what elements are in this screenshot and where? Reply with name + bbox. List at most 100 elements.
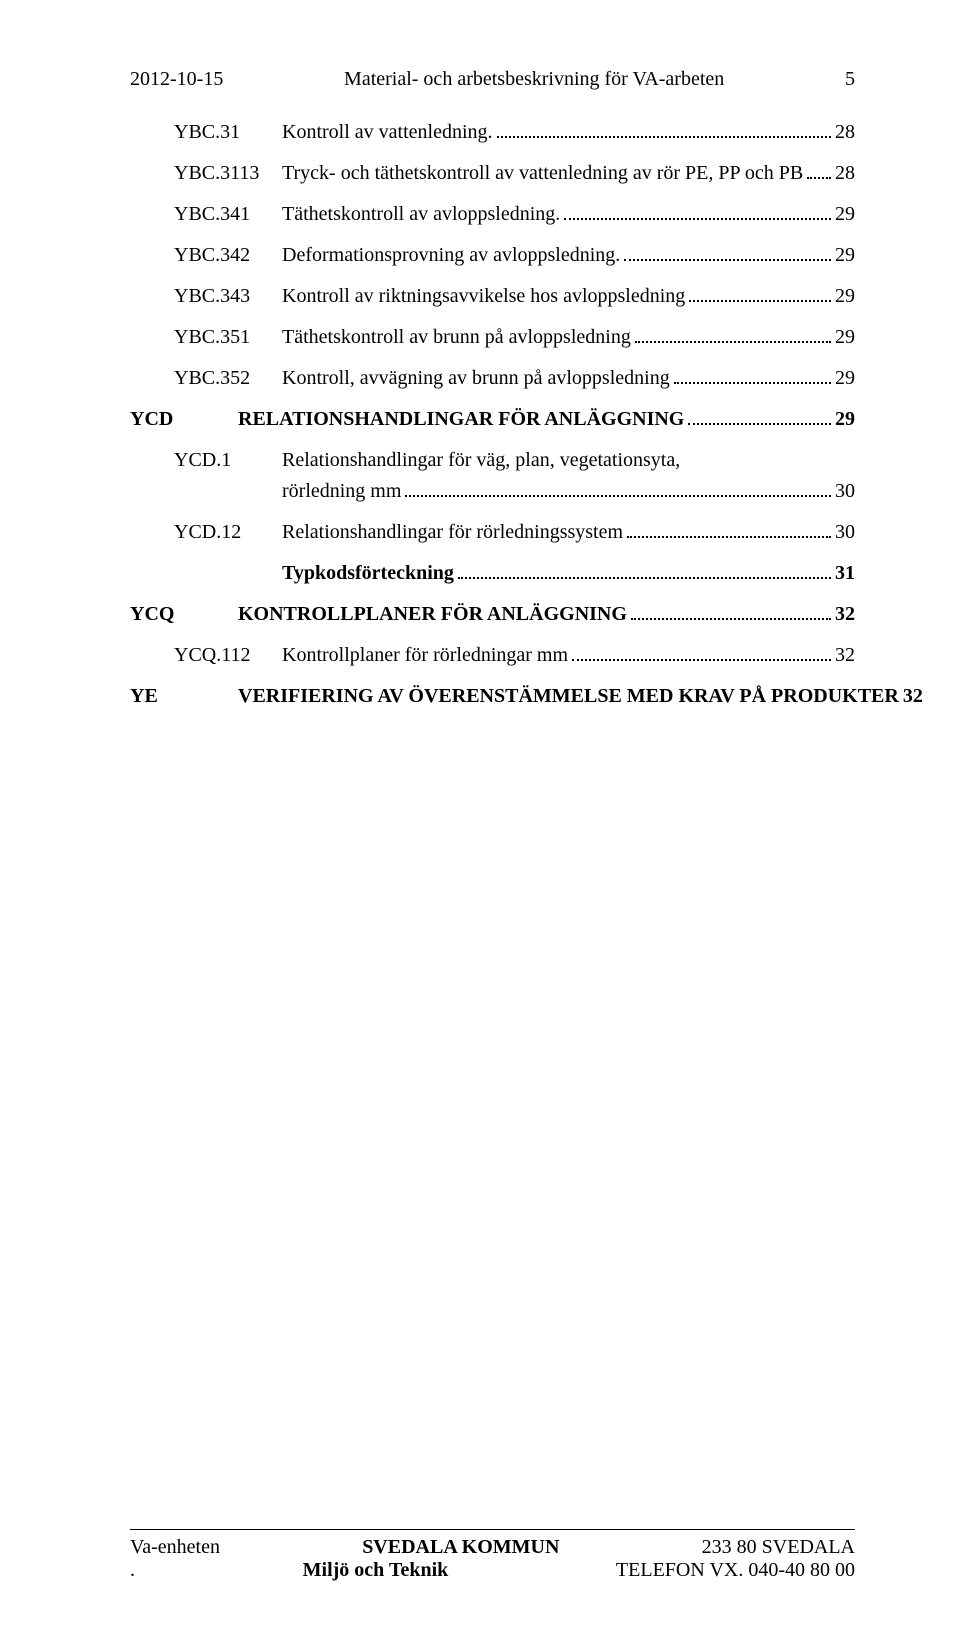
toc-code: YBC.342 [130,242,282,269]
footer-row-2: . Miljö och Teknik TELEFON VX. 040-40 80… [130,1559,855,1582]
header-title: Material- och arbetsbeskrivning för VA-a… [344,68,724,91]
toc-leader-dots [497,122,831,138]
toc-label-wrap: Täthetskontroll av avloppsledning. 29 [282,201,855,228]
table-of-contents: YBC.31Kontroll av vattenledning.28YBC.31… [130,119,855,710]
toc-row: YBC.342Deformationsprovning av avloppsle… [130,242,855,269]
toc-page: 29 [835,242,855,269]
toc-row: YCQ.112Kontrollplaner för rörledningar m… [130,642,855,669]
toc-leader-dots [624,245,831,261]
toc-label-wrap: KONTROLLPLANER FÖR ANLÄGGNING 32 [238,601,855,628]
toc-code: YCD.12 [130,519,282,546]
toc-label-wrap: Relationshandlingar för väg, plan, veget… [282,447,855,505]
toc-code: YE [130,683,238,710]
toc-leader-dots [405,481,831,497]
toc-code: YCQ [130,601,238,628]
toc-leader-dots [807,163,831,179]
toc-label: VERIFIERING AV ÖVERENSTÄMMELSE MED KRAV … [238,683,899,710]
toc-page: 29 [835,283,855,310]
toc-page: 32 [835,642,855,669]
toc-page: 30 [835,519,855,546]
toc-code: YBC.343 [130,283,282,310]
toc-code: YBC.351 [130,324,282,351]
footer-right-2: TELEFON VX. 040-40 80 00 [616,1559,855,1582]
toc-leader-dots [635,327,831,343]
toc-row: YCQKONTROLLPLANER FÖR ANLÄGGNING 32 [130,601,855,628]
header-page-number: 5 [845,68,855,91]
toc-label: Relationshandlingar för rörledningssyste… [282,519,623,546]
footer-row-1: Va-enheten SVEDALA KOMMUN 233 80 SVEDALA [130,1536,855,1559]
footer-left-1: Va-enheten [130,1536,220,1559]
toc-code: YBC.3113 [130,160,282,187]
toc-row: YBC.341Täthetskontroll av avloppsledning… [130,201,855,228]
toc-row: YCDRELATIONSHANDLINGAR FÖR ANLÄGGNING 29 [130,406,855,433]
toc-label: Täthetskontroll av brunn på avloppsledni… [282,324,631,351]
toc-page: 29 [835,201,855,228]
toc-leader-dots [689,286,831,302]
toc-page: 28 [835,160,855,187]
toc-page: 31 [835,560,855,587]
toc-code: YBC.31 [130,119,282,146]
toc-row: YCD.12Relationshandlingar för rörledning… [130,519,855,546]
toc-code: YBC.341 [130,201,282,228]
toc-label: rörledning mm [282,478,401,505]
footer-center-1: SVEDALA KOMMUN [362,1536,559,1559]
toc-label-wrap: Typkodsförteckning 31 [282,560,855,587]
toc-label: Täthetskontroll av avloppsledning. [282,201,560,228]
toc-leader-dots [458,563,831,579]
toc-page: 28 [835,119,855,146]
toc-row: YBC.352Kontroll, avvägning av brunn på a… [130,365,855,392]
toc-row: YBC.351Täthetskontroll av brunn på avlop… [130,324,855,351]
toc-label-wrap: Relationshandlingar för rörledningssyste… [282,519,855,546]
toc-row: YBC.343Kontroll av riktningsavvikelse ho… [130,283,855,310]
page-header: 2012-10-15 Material- och arbetsbeskrivni… [130,68,855,91]
toc-code: YBC.352 [130,365,282,392]
toc-code: YCD [130,406,238,433]
toc-label-wrap: Kontrollplaner för rörledningar mm 32 [282,642,855,669]
toc-page: 32 [903,683,923,710]
footer-right-1: 233 80 SVEDALA [702,1536,855,1559]
toc-label: Kontroll av riktningsavvikelse hos avlop… [282,283,685,310]
toc-label-wrap: Kontroll av vattenledning. 28 [282,119,855,146]
toc-leader-dots [564,204,831,220]
toc-label: Typkodsförteckning [282,560,454,587]
toc-row: YBC.31Kontroll av vattenledning. 28 [130,119,855,146]
header-date: 2012-10-15 [130,68,223,91]
toc-label-wrap: Kontroll, avvägning av brunn på avloppsl… [282,365,855,392]
toc-leader-dots [627,522,831,538]
toc-label: Kontrollplaner för rörledningar mm [282,642,568,669]
toc-label-wrap: Tryck- och täthetskontroll av vattenledn… [282,160,855,187]
toc-page: 29 [835,324,855,351]
toc-row: YBC.3113Tryck- och täthetskontroll av va… [130,160,855,187]
toc-leader-dots [674,368,831,384]
toc-page: 30 [835,478,855,505]
toc-label-wrap: RELATIONSHANDLINGAR FÖR ANLÄGGNING 29 [238,406,855,433]
toc-row: Typkodsförteckning 31 [130,560,855,587]
toc-label-line2: rörledning mm 30 [282,478,855,505]
toc-leader-dots [631,604,831,620]
toc-leader-dots [572,645,831,661]
page-footer: Va-enheten SVEDALA KOMMUN 233 80 SVEDALA… [130,1529,855,1582]
toc-page: 29 [835,406,855,433]
footer-center-2: Miljö och Teknik [303,1559,449,1582]
toc-label: Deformationsprovning av avloppsledning. [282,242,620,269]
toc-label-wrap: VERIFIERING AV ÖVERENSTÄMMELSE MED KRAV … [238,683,855,710]
toc-leader-dots [688,409,831,425]
toc-page: 32 [835,601,855,628]
toc-label: Kontroll, avvägning av brunn på avloppsl… [282,365,670,392]
toc-page: 29 [835,365,855,392]
toc-label: Relationshandlingar för väg, plan, veget… [282,447,680,478]
toc-label-wrap: Täthetskontroll av brunn på avloppsledni… [282,324,855,351]
footer-rule [130,1529,855,1530]
page: 2012-10-15 Material- och arbetsbeskrivni… [0,0,960,1638]
footer-left-2: . [130,1559,135,1582]
toc-row: YEVERIFIERING AV ÖVERENSTÄMMELSE MED KRA… [130,683,855,710]
toc-label: RELATIONSHANDLINGAR FÖR ANLÄGGNING [238,406,684,433]
toc-row: YCD.1Relationshandlingar för väg, plan, … [130,447,855,505]
toc-label: Tryck- och täthetskontroll av vattenledn… [282,160,803,187]
toc-label-wrap: Deformationsprovning av avloppsledning. 2… [282,242,855,269]
toc-label: Kontroll av vattenledning. [282,119,493,146]
toc-label: KONTROLLPLANER FÖR ANLÄGGNING [238,601,627,628]
toc-code: YCD.1 [130,447,282,474]
toc-label-wrap: Kontroll av riktningsavvikelse hos avlop… [282,283,855,310]
toc-code: YCQ.112 [130,642,282,669]
